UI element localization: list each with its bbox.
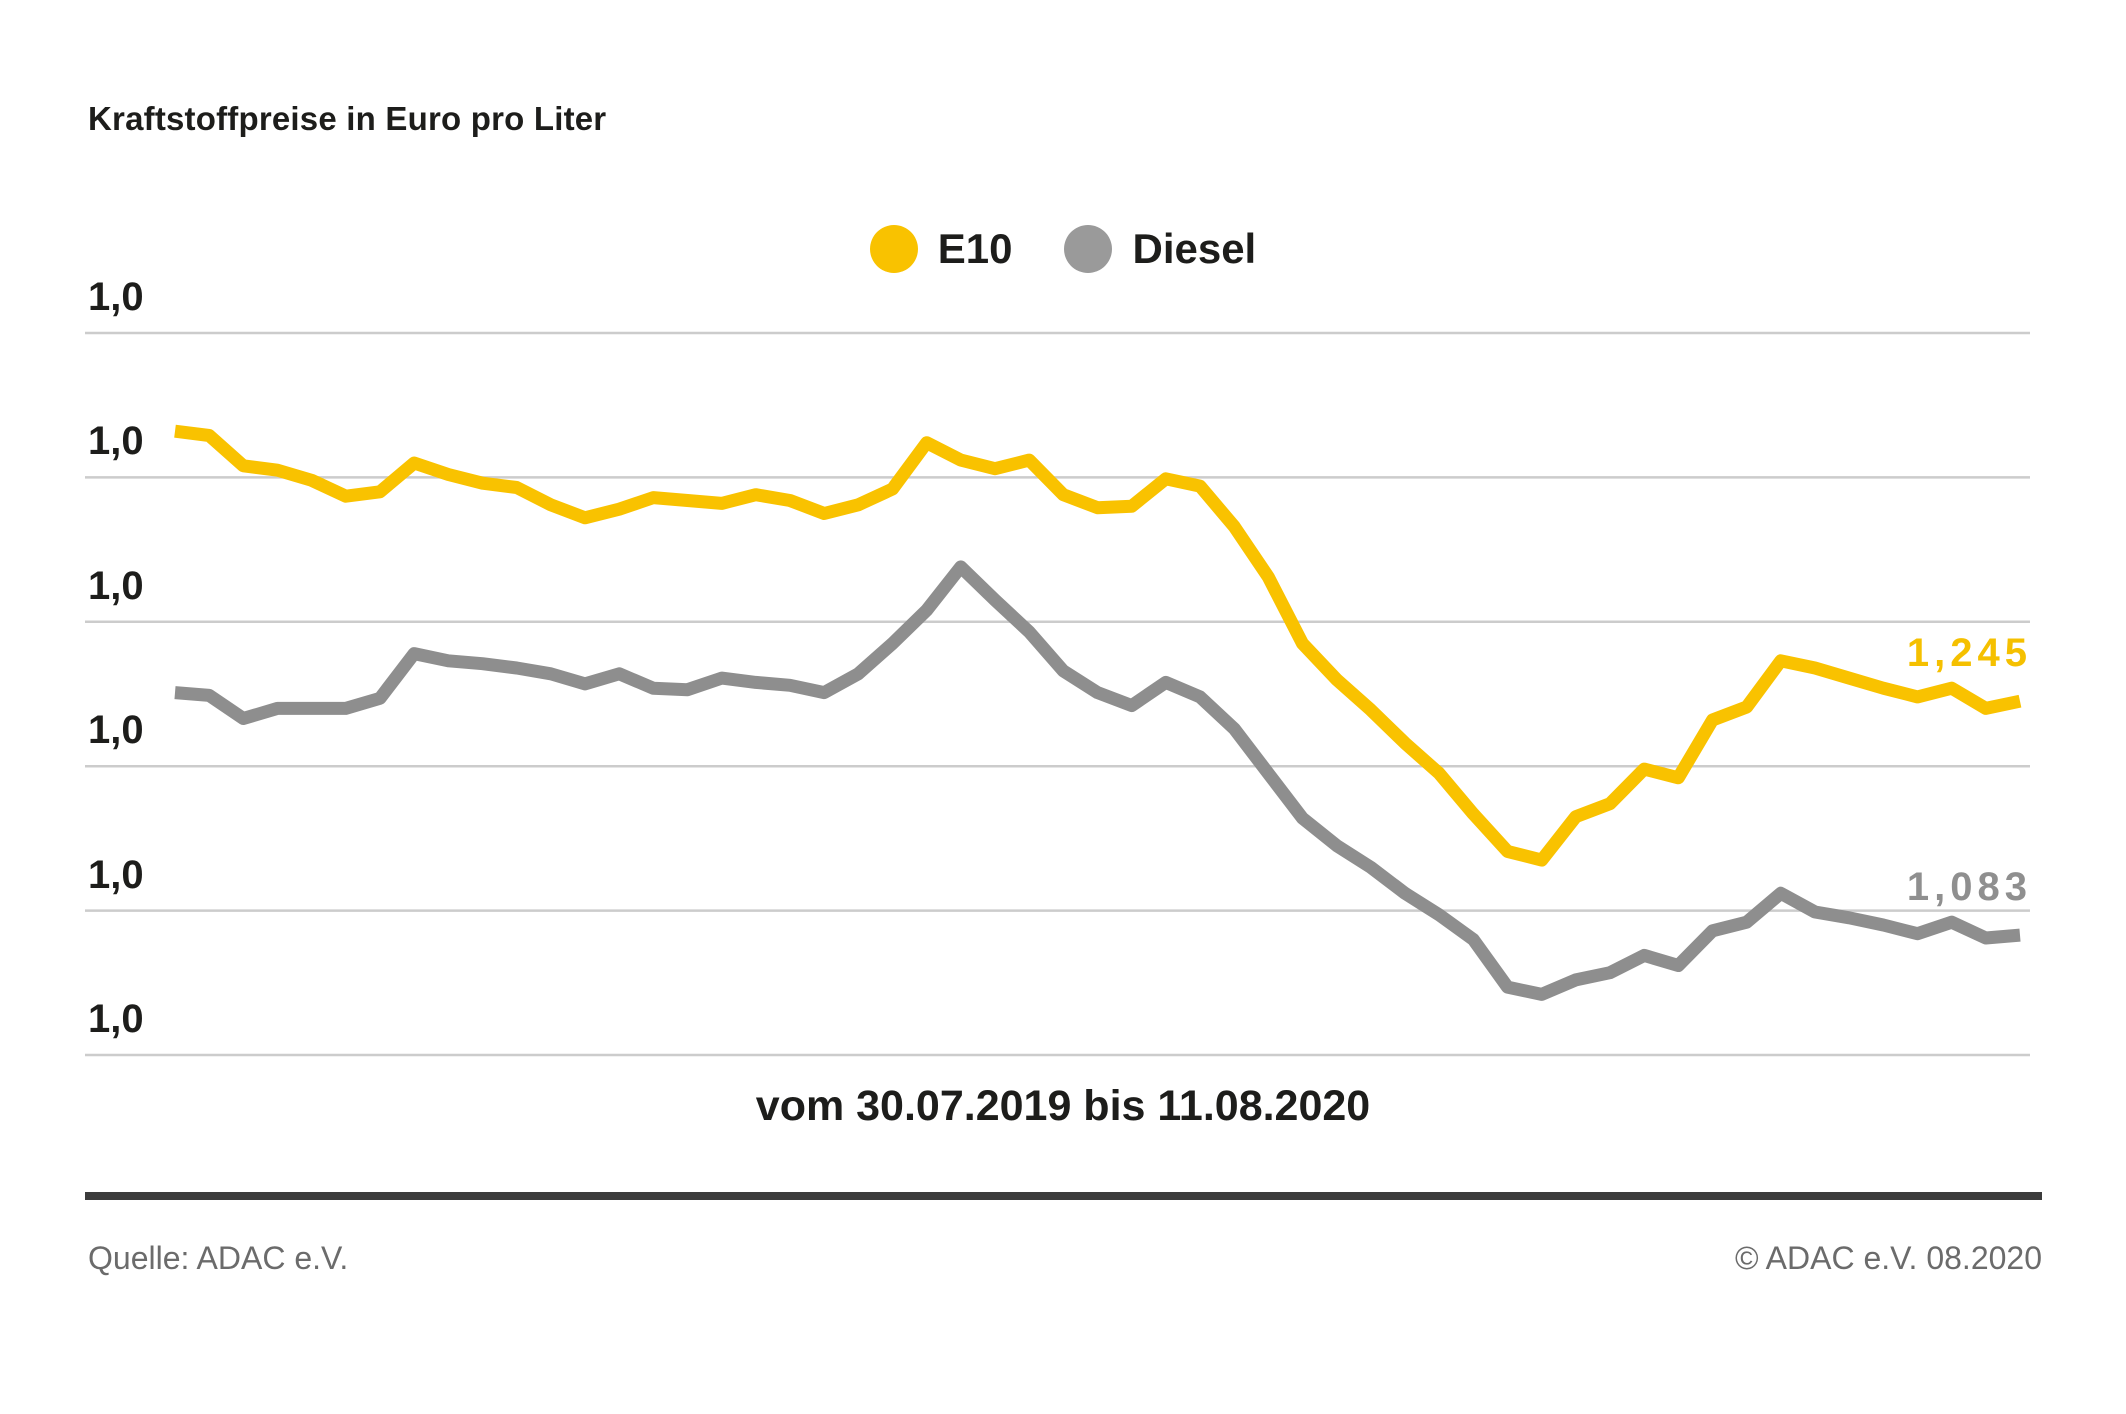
legend-label-e10: E10 [937, 225, 1013, 272]
legend-item-diesel: Diesel [1064, 225, 1256, 273]
x-axis-label: vom 30.07.2019 bis 11.08.2020 [755, 1082, 1371, 1130]
diesel-legend-dot-icon [1064, 225, 1113, 273]
y-axis-tick-label: 1,0 [88, 419, 144, 464]
y-axis-tick-label: 1,0 [88, 275, 144, 319]
y-axis-tick-label: 1,0 [88, 708, 144, 753]
e10-end-value-label: 1,245 [1906, 631, 2032, 676]
source-note: Quelle: ADAC e.V. [88, 1240, 349, 1276]
gridlines [85, 331, 2030, 1057]
chart-legend: E10 Diesel [0, 224, 2126, 274]
footer-divider [85, 1192, 2042, 1200]
e10-legend-dot-icon [869, 225, 918, 273]
y-axis-tick-label: 1,0 [88, 563, 144, 608]
copyright-note: © ADAC e.V. 08.2020 [1734, 1240, 2042, 1276]
legend-label-diesel: Diesel [1132, 225, 1257, 272]
e10-price-line [174, 424, 2022, 867]
y-axis-tick-label: 1,0 [88, 997, 144, 1041]
diesel-end-value-label: 1,083 [1906, 865, 2032, 910]
legend-item-e10: E10 [869, 225, 1013, 273]
page-title: Kraftstoffpreise in Euro pro Liter [88, 100, 607, 137]
series-lines [174, 424, 2022, 1001]
diesel-price-line [174, 560, 2021, 1001]
y-axis-tick-label: 1,0 [88, 852, 144, 897]
